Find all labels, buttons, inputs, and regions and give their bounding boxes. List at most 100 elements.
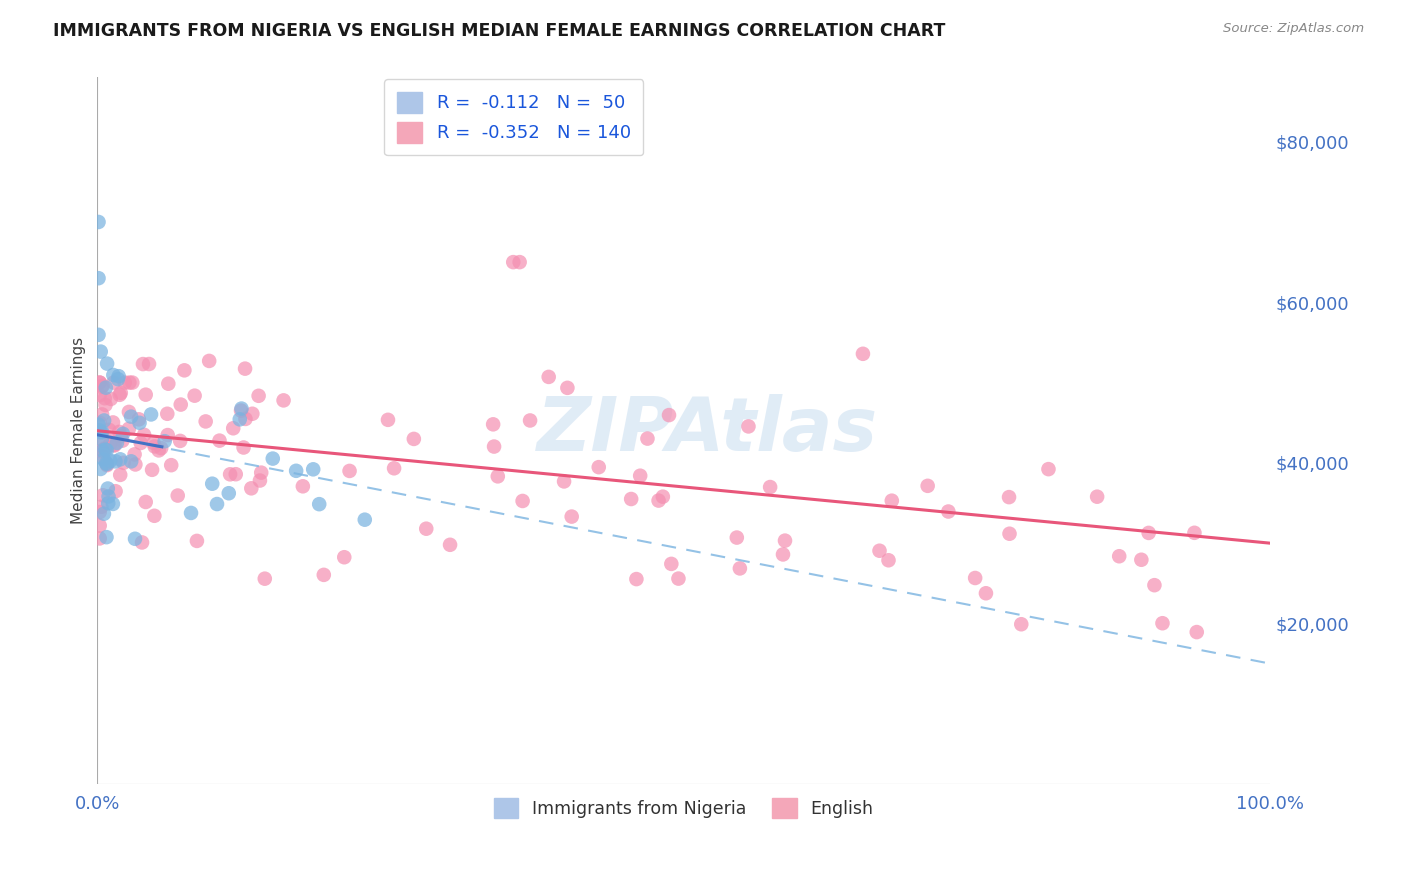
Point <box>509 255 531 269</box>
Point <box>98 454 121 468</box>
Point <box>232 441 254 455</box>
Point <box>89 532 111 546</box>
Point <box>89 423 111 437</box>
Point <box>128 416 150 430</box>
Point <box>121 376 143 390</box>
Point <box>90 425 112 440</box>
Point <box>312 567 335 582</box>
Point <box>235 412 257 426</box>
Point <box>93 413 115 427</box>
Point <box>1184 525 1206 540</box>
Point <box>725 531 748 545</box>
Point <box>96 458 118 472</box>
Text: Source: ZipAtlas.com: Source: ZipAtlas.com <box>1223 22 1364 36</box>
Point <box>143 439 166 453</box>
Point <box>869 543 891 558</box>
Point <box>998 490 1021 504</box>
Point <box>124 532 146 546</box>
Point <box>87 215 110 229</box>
Point <box>89 376 111 390</box>
Legend: Immigrants from Nigeria, English: Immigrants from Nigeria, English <box>486 791 880 825</box>
Point <box>96 530 118 544</box>
Point <box>91 378 114 392</box>
Point <box>173 363 195 377</box>
Point <box>94 391 117 405</box>
Point <box>93 452 115 467</box>
Point <box>1143 578 1166 592</box>
Point <box>1130 553 1153 567</box>
Point <box>94 442 117 457</box>
Point <box>229 403 252 417</box>
Point <box>659 557 682 571</box>
Point <box>118 376 141 390</box>
Point <box>112 456 135 470</box>
Point <box>132 357 155 371</box>
Point <box>512 494 534 508</box>
Point <box>94 442 117 456</box>
Point <box>103 368 125 382</box>
Point <box>96 457 118 471</box>
Point <box>96 357 118 371</box>
Point <box>120 409 142 424</box>
Point <box>91 425 114 439</box>
Point <box>148 443 170 458</box>
Point <box>120 454 142 468</box>
Point <box>880 493 903 508</box>
Text: IMMIGRANTS FROM NIGERIA VS ENGLISH MEDIAN FEMALE EARNINGS CORRELATION CHART: IMMIGRANTS FROM NIGERIA VS ENGLISH MEDIA… <box>53 22 946 40</box>
Point <box>138 357 160 371</box>
Point <box>150 441 173 455</box>
Point <box>141 463 163 477</box>
Point <box>87 417 110 432</box>
Point <box>233 361 256 376</box>
Point <box>170 398 193 412</box>
Point <box>160 458 183 472</box>
Point <box>180 506 202 520</box>
Point <box>240 407 263 421</box>
Point <box>917 479 939 493</box>
Point <box>1038 462 1060 476</box>
Point <box>139 408 162 422</box>
Point <box>89 505 111 519</box>
Point <box>89 388 111 402</box>
Point <box>965 571 987 585</box>
Point <box>273 393 295 408</box>
Point <box>229 412 252 426</box>
Point <box>110 386 132 401</box>
Point <box>111 426 134 441</box>
Point <box>852 347 875 361</box>
Point <box>557 381 579 395</box>
Point <box>118 422 141 436</box>
Point <box>101 497 124 511</box>
Point <box>143 508 166 523</box>
Point <box>90 344 112 359</box>
Point <box>107 372 129 386</box>
Point <box>110 429 132 443</box>
Point <box>129 436 152 450</box>
Point <box>104 484 127 499</box>
Point <box>737 419 759 434</box>
Point <box>108 467 131 482</box>
Point <box>205 497 228 511</box>
Point <box>132 427 155 442</box>
Point <box>105 436 128 450</box>
Point <box>333 550 356 565</box>
Point <box>647 493 669 508</box>
Point <box>339 464 361 478</box>
Y-axis label: Median Female Earnings: Median Female Earnings <box>72 337 86 524</box>
Point <box>100 436 122 450</box>
Point <box>377 413 399 427</box>
Point <box>128 412 150 426</box>
Point <box>225 467 247 482</box>
Point <box>250 466 273 480</box>
Point <box>107 369 129 384</box>
Point <box>231 401 253 416</box>
Point <box>156 428 179 442</box>
Point <box>90 462 112 476</box>
Point <box>353 513 375 527</box>
Point <box>626 572 648 586</box>
Point <box>620 491 643 506</box>
Point <box>131 535 153 549</box>
Point <box>1137 525 1160 540</box>
Point <box>482 440 505 454</box>
Point <box>998 526 1021 541</box>
